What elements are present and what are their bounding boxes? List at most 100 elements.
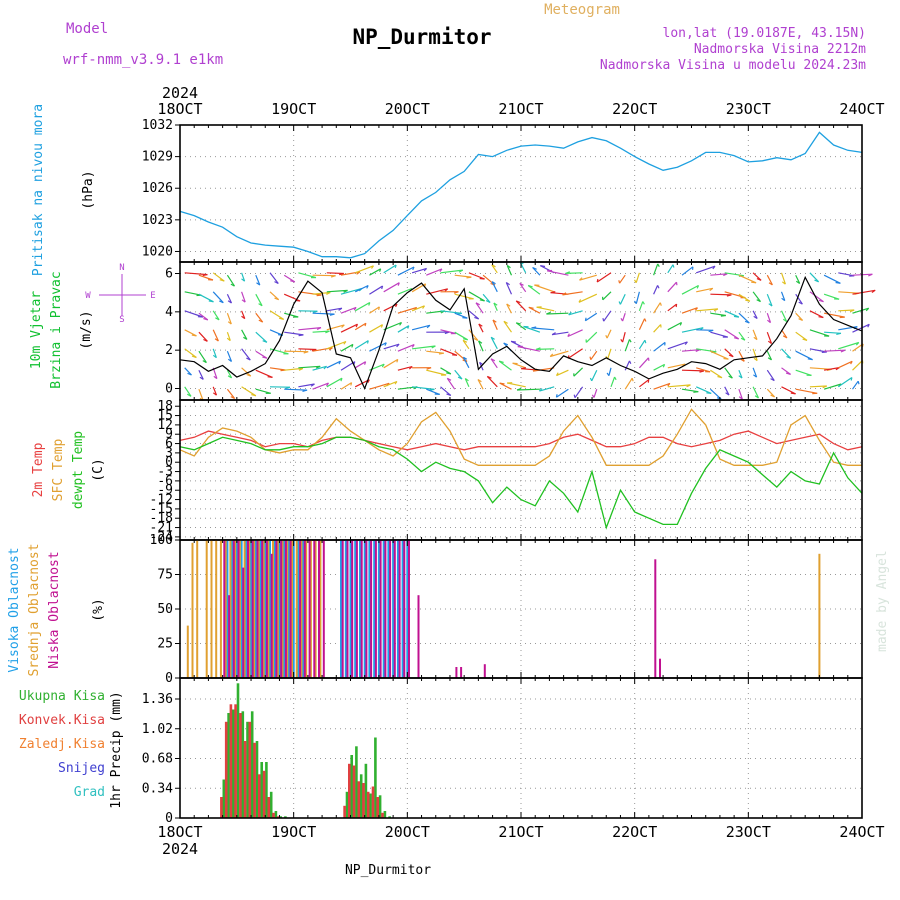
wind-vector-arrow xyxy=(212,291,224,304)
wind-vector-arrow xyxy=(255,350,268,359)
wind-vector-head xyxy=(768,282,773,286)
wind-vector-head xyxy=(246,357,251,361)
wind-vector-head xyxy=(733,337,739,340)
dewpt-axis-title: dewpt Temp xyxy=(71,431,86,509)
wind-vector-arrow xyxy=(696,265,716,274)
precip-bar-0 xyxy=(388,816,391,819)
wind-ytick-label: 4 xyxy=(165,305,173,320)
wind-vector-head xyxy=(463,356,468,360)
wind-vector-arrow xyxy=(653,324,662,333)
wind-vector-arrow xyxy=(809,272,820,283)
cloud-bar-1 xyxy=(300,540,303,678)
precip-ytick-label: 0 xyxy=(165,811,173,826)
wind-vector-head xyxy=(396,343,400,348)
wind-vector-arrow xyxy=(550,350,569,358)
precip-bar-1 xyxy=(272,812,275,819)
cloud-bar-0 xyxy=(373,540,376,678)
wind-vector-head xyxy=(511,340,516,343)
wind-vector-arrow xyxy=(852,307,869,314)
wind-vector-head xyxy=(274,281,279,285)
wind-vector-head xyxy=(367,379,370,383)
wind-vector-arrow xyxy=(440,386,452,396)
wind-vector-arrow xyxy=(491,281,498,293)
wind-vector-head xyxy=(807,358,813,361)
cloud-bar-1 xyxy=(238,540,241,678)
wind-vector-arrow xyxy=(454,293,474,300)
wind-vector-head xyxy=(407,325,410,329)
wind-vector-head xyxy=(492,319,497,323)
wind-vector-head xyxy=(567,333,570,337)
cloud-bar-2 xyxy=(280,540,283,678)
wind-vector-head xyxy=(857,381,860,385)
wind-vector-arrow xyxy=(838,326,858,331)
top-xtick-label-24oct: 24OCT xyxy=(839,100,884,118)
wind-vector-arrow xyxy=(809,310,824,319)
wind-vector-head xyxy=(618,280,621,284)
wind-vector-arrow xyxy=(695,386,712,394)
wind-vector-head xyxy=(798,301,803,305)
cloud-bar-2 xyxy=(247,540,249,678)
wind-vector-arrow xyxy=(710,369,723,379)
wind-vector-arrow xyxy=(312,382,329,390)
wind-vector-arrow xyxy=(780,272,786,285)
wind-vector-head xyxy=(328,347,333,351)
pressure-axis-title: Pritisak na nivou mora xyxy=(31,104,46,276)
wind-vector-head xyxy=(528,306,534,309)
wind-vector-arrow xyxy=(426,388,440,395)
wind-vector-head xyxy=(740,358,745,362)
wind-vector-arrow xyxy=(326,307,343,312)
wind-vector-arrow xyxy=(269,310,285,320)
wind-vector-arrow xyxy=(212,272,225,282)
wind-vector-arrow xyxy=(354,284,369,293)
wind-vector-head xyxy=(795,280,801,284)
wind-vector-arrow xyxy=(752,310,758,319)
wind-vector-arrow xyxy=(667,384,691,388)
wind-vector-arrow xyxy=(478,340,484,352)
temp-ytick-label: 15 xyxy=(157,409,173,424)
wind-vector-head xyxy=(230,396,235,400)
wind-vector-head xyxy=(399,322,402,326)
cloud-bar-0 xyxy=(259,540,262,678)
cloud-bar-0 xyxy=(287,540,290,678)
cloud-bar-2 xyxy=(351,540,354,678)
cloud-bar-0 xyxy=(245,540,248,678)
wind-vector-arrow xyxy=(607,348,612,360)
cloud-bar-0 xyxy=(377,540,380,678)
wind-vector-head xyxy=(241,278,245,282)
bottom-end-date-label: 24OCT xyxy=(839,823,884,841)
cloud-bar-0 xyxy=(250,540,252,678)
wind-vector-arrow xyxy=(340,343,354,352)
wind-vector-arrow xyxy=(411,267,427,274)
wind-ytick-label: 2 xyxy=(165,343,173,358)
wind-vector-arrow xyxy=(506,265,513,276)
wind-vector-head xyxy=(695,349,701,353)
wind-vector-head xyxy=(439,268,443,273)
wind-vector-arrow xyxy=(610,376,616,388)
wind-vector-arrow xyxy=(696,329,714,331)
wind-vector-head xyxy=(191,334,197,337)
cloud-bar-2 xyxy=(261,540,264,678)
cloud-bar-1 xyxy=(305,540,308,678)
wind-vector-arrow xyxy=(766,350,773,361)
wind-vector-head xyxy=(422,305,425,309)
wind-vector-arrow xyxy=(184,329,197,337)
wind-vector-arrow xyxy=(838,291,860,294)
wind-vector-arrow xyxy=(505,282,513,295)
wind-vector-arrow xyxy=(781,329,788,339)
wind-vector-head xyxy=(753,357,758,362)
precip-bar-0 xyxy=(222,779,226,818)
wind-vector-head xyxy=(798,318,803,321)
precip-bar-0 xyxy=(236,683,240,819)
wind-vector-arrow xyxy=(667,281,677,293)
wind-vector-head xyxy=(438,352,444,355)
wind-vector-arrow xyxy=(369,268,381,276)
wind-vector-head xyxy=(865,307,870,312)
cloud-bar-2 xyxy=(256,540,259,678)
wind-vector-head xyxy=(473,337,479,341)
wind-vector-arrow xyxy=(823,383,842,390)
cloud-bar-2 xyxy=(384,540,387,678)
wind-vector-arrow xyxy=(184,310,204,318)
cloud-bar-2 xyxy=(242,567,245,678)
precip-bar-1 xyxy=(229,704,233,819)
